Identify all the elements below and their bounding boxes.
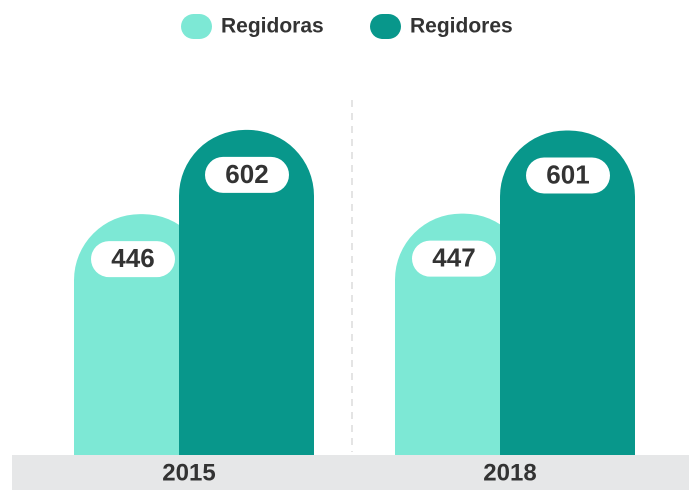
value-pill	[526, 157, 610, 194]
value-label: 602	[225, 159, 268, 189]
category-band	[12, 455, 689, 490]
value-label: 447	[432, 242, 475, 272]
value-pill	[205, 156, 289, 193]
x-tick-label: 2018	[483, 459, 536, 486]
bar	[179, 129, 314, 456]
legend-swatch	[370, 14, 401, 39]
value-label: 601	[546, 159, 589, 189]
legend-swatch	[181, 14, 212, 39]
legend-label: Regidores	[410, 15, 513, 38]
bar	[500, 130, 635, 455]
value-label: 446	[111, 243, 154, 273]
value-pill	[412, 240, 496, 277]
x-tick-label: 2015	[162, 459, 215, 486]
value-pill	[91, 241, 175, 278]
legend-label: Regidoras	[221, 15, 324, 38]
